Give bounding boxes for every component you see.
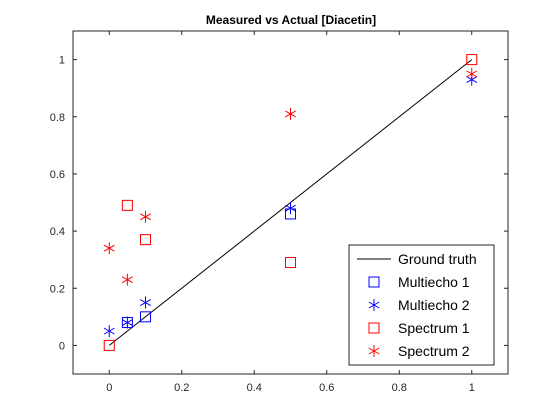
x-tick-label: 1 [469, 382, 475, 394]
multiecho-1-point [140, 311, 151, 323]
legend-swatch-multiecho-1 [368, 276, 380, 288]
x-tick-label: 0.6 [319, 382, 334, 394]
spectrum-2-point [466, 67, 478, 80]
spectrum-2-point [285, 107, 296, 120]
x-tick-label: 0.2 [174, 382, 189, 394]
x-tick-label: 0.8 [392, 382, 407, 394]
multiecho-2-point [140, 296, 151, 309]
y-tick-label: 0.8 [50, 112, 65, 124]
legend-swatch-multiecho-2 [368, 299, 380, 311]
spectrum-1-point [466, 54, 478, 66]
spectrum-2-point [140, 210, 151, 223]
legend-swatch-spectrum-2 [368, 345, 380, 357]
axis-ticks: 0 0.2 0.4 0.6 0.8 1 0 0.2 0.4 0.6 0.8 1 [50, 31, 508, 394]
chart-title: Measured vs Actual [Diacetin] [206, 13, 376, 27]
spectrum-2-point [103, 242, 115, 255]
plot-marks [103, 54, 478, 351]
legend: Ground truth Multiecho 1 Multiecho 2 Spectr… [348, 244, 495, 366]
x-tick-label: 0.4 [247, 382, 262, 394]
y-tick-label: 0.4 [50, 226, 65, 238]
y-tick-label: 1 [59, 55, 65, 67]
spectrum-1-point [285, 257, 296, 269]
legend-label-spectrum-1: Spectrum 1 [398, 320, 470, 336]
multiecho-2-point [121, 316, 133, 329]
legend-label-ground-truth: Ground truth [398, 251, 477, 267]
spectrum-1-point [121, 199, 133, 211]
spectrum-1-point [140, 234, 151, 246]
legend-label-multiecho-2: Multiecho 2 [398, 297, 470, 313]
multiecho-2-point [103, 325, 115, 338]
y-tick-label: 0.2 [50, 283, 65, 295]
multiecho-2-point [285, 202, 296, 215]
x-tick-label: 0 [106, 382, 112, 394]
y-tick-label: 0 [59, 340, 65, 352]
spectrum-2-point [121, 273, 133, 286]
y-tick-label: 0.6 [50, 169, 65, 181]
legend-label-spectrum-2: Spectrum 2 [398, 343, 470, 359]
spectrum-1-point [103, 339, 115, 351]
legend-label-multiecho-1: Multiecho 1 [398, 274, 470, 290]
legend-swatch-spectrum-1 [368, 322, 380, 334]
